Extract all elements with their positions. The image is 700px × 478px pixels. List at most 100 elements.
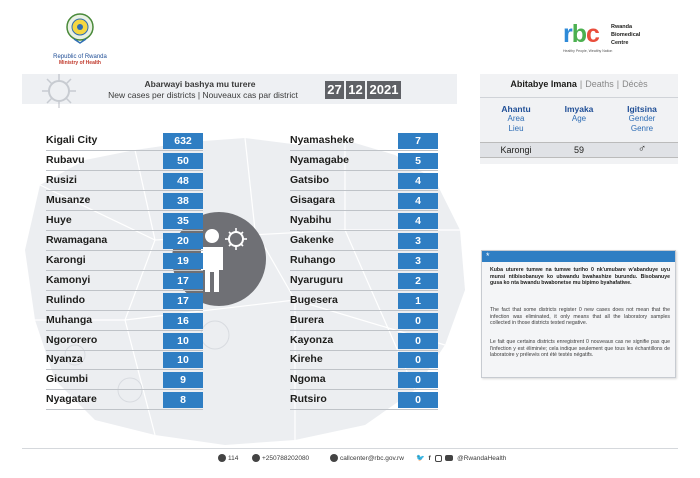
district-name: Nyanza xyxy=(46,353,83,366)
district-row: Huye 35 xyxy=(46,212,206,231)
row-divider xyxy=(46,349,203,351)
date-day: 27 xyxy=(325,81,344,99)
phone-icon xyxy=(218,454,226,463)
row-divider xyxy=(290,249,438,251)
district-row: Rwamagana 20 xyxy=(46,232,206,251)
district-row: Gakenke 3 xyxy=(290,232,440,251)
district-name: Rusizi xyxy=(46,173,77,186)
district-cases: 20 xyxy=(163,232,203,249)
district-name: Karongi xyxy=(46,253,86,266)
youtube-icon xyxy=(445,455,454,462)
ministry-country: Republic of Rwanda xyxy=(53,54,107,60)
title-english-french: New cases per districts | Nouveaux cas p… xyxy=(108,90,298,100)
death-area: Karongi xyxy=(500,145,532,155)
row-divider xyxy=(290,209,438,211)
rwanda-seal-icon xyxy=(66,13,94,44)
district-row: Kigali City 632 xyxy=(46,133,206,151)
district-cases: 4 xyxy=(398,172,438,189)
district-row: Gatsibo 4 xyxy=(290,172,440,191)
district-cases: 632 xyxy=(163,133,203,149)
footer-hotline: 114 xyxy=(218,453,238,465)
district-cases: 7 xyxy=(398,133,438,149)
district-cases: 19 xyxy=(163,252,203,269)
district-row: Muhanga 16 xyxy=(46,312,206,331)
rbc-logo: rbc Rwanda Biomedical Centre Healthy Peo… xyxy=(563,20,673,54)
twitter-icon: 🐦 xyxy=(416,455,425,462)
row-divider xyxy=(46,209,203,211)
ministry-name: Ministry of Health xyxy=(59,60,101,66)
district-name: Musanze xyxy=(46,193,91,206)
district-row: Ruhango 3 xyxy=(290,252,440,271)
district-cases: 5 xyxy=(398,152,438,169)
district-cases: 0 xyxy=(398,392,438,409)
district-row: Nyagatare 8 xyxy=(46,392,206,411)
district-name: Gakenke xyxy=(290,233,334,246)
district-row: Bugesera 1 xyxy=(290,292,440,311)
deaths-col-age: Imyaka Age xyxy=(564,104,594,123)
ministry-of-health-logo: Republic of Rwanda Ministry of Health xyxy=(40,12,120,66)
rbc-name: Rwanda Biomedical Centre xyxy=(611,24,641,46)
deaths-row: Karongi 59 ♂ xyxy=(480,142,678,158)
row-divider xyxy=(46,229,203,231)
district-name: Nyamasheke xyxy=(290,134,355,146)
footer-social: 🐦 f @RwandaHealth xyxy=(416,454,507,462)
district-name: Bugesera xyxy=(290,293,338,306)
deaths-heading: Abitabye Imana | Deaths | Décès xyxy=(510,79,648,89)
district-row: Nyamagabe 5 xyxy=(290,152,440,171)
row-divider xyxy=(46,150,203,151)
deaths-panel: Abitabye Imana | Deaths | Décès Ahantu Area … xyxy=(480,74,678,164)
divider xyxy=(480,97,678,98)
district-row: Musanze 38 xyxy=(46,192,206,211)
district-row: Rusizi 48 xyxy=(46,172,206,191)
district-row: Burera 0 xyxy=(290,312,440,331)
district-cases: 50 xyxy=(163,152,203,169)
district-name: Nyabihu xyxy=(290,213,332,226)
district-cases: 1 xyxy=(398,292,438,309)
district-name: Muhanga xyxy=(46,313,93,326)
district-row: Nyaruguru 2 xyxy=(290,272,440,291)
district-cases: 4 xyxy=(398,212,438,229)
district-cases: 48 xyxy=(163,172,203,189)
row-divider xyxy=(46,329,203,331)
phone-icon xyxy=(252,454,260,463)
row-divider xyxy=(290,150,438,151)
district-name: Rulindo xyxy=(46,293,86,306)
district-row: Rutsiro 0 xyxy=(290,392,440,411)
row-divider xyxy=(290,229,438,231)
district-row: Kirehe 0 xyxy=(290,352,440,371)
district-name: Gicumbi xyxy=(46,373,89,386)
district-cases: 17 xyxy=(163,272,203,289)
title-kinyarwanda: Abarwayi bashya mu turere xyxy=(144,79,256,89)
row-divider xyxy=(46,389,203,391)
date-month: 12 xyxy=(346,81,365,99)
row-divider xyxy=(290,189,438,191)
row-divider xyxy=(290,309,438,311)
district-row: Nyanza 10 xyxy=(46,352,206,371)
note-english: The fact that some districts register 0 … xyxy=(490,307,670,327)
rbc-tagline: Healthy People, Wealthy Nation xyxy=(563,49,613,53)
district-cases: 3 xyxy=(398,232,438,249)
note-kinyarwanda: Kuba uturere tumwe na tumwe turiho 0 nk'… xyxy=(490,267,670,287)
district-row: Kamonyi 17 xyxy=(46,272,206,291)
district-cases: 0 xyxy=(398,352,438,369)
district-name: Kamonyi xyxy=(46,273,91,286)
district-cases: 38 xyxy=(163,192,203,209)
district-cases: 10 xyxy=(163,352,203,369)
male-icon: ♂ xyxy=(637,143,647,155)
footer-phone: +250788202080 xyxy=(252,453,309,465)
footer-email: callcenter@rbc.gov.rw xyxy=(330,453,404,465)
row-divider xyxy=(290,289,438,291)
district-cases: 16 xyxy=(163,312,203,329)
death-age: 59 xyxy=(573,145,584,155)
district-row: Ngoma 0 xyxy=(290,372,440,391)
district-name: Gatsibo xyxy=(290,173,330,186)
district-cases: 4 xyxy=(398,192,438,209)
row-divider xyxy=(46,169,203,171)
district-name: Ruhango xyxy=(290,253,336,266)
row-divider xyxy=(46,269,203,271)
district-name: Ngororero xyxy=(46,333,98,346)
district-cases: 9 xyxy=(163,372,203,389)
district-row: Kayonza 0 xyxy=(290,332,440,351)
district-name: Gisagara xyxy=(290,193,335,206)
note-french: Le fait que certains districts enregistr… xyxy=(490,339,670,359)
